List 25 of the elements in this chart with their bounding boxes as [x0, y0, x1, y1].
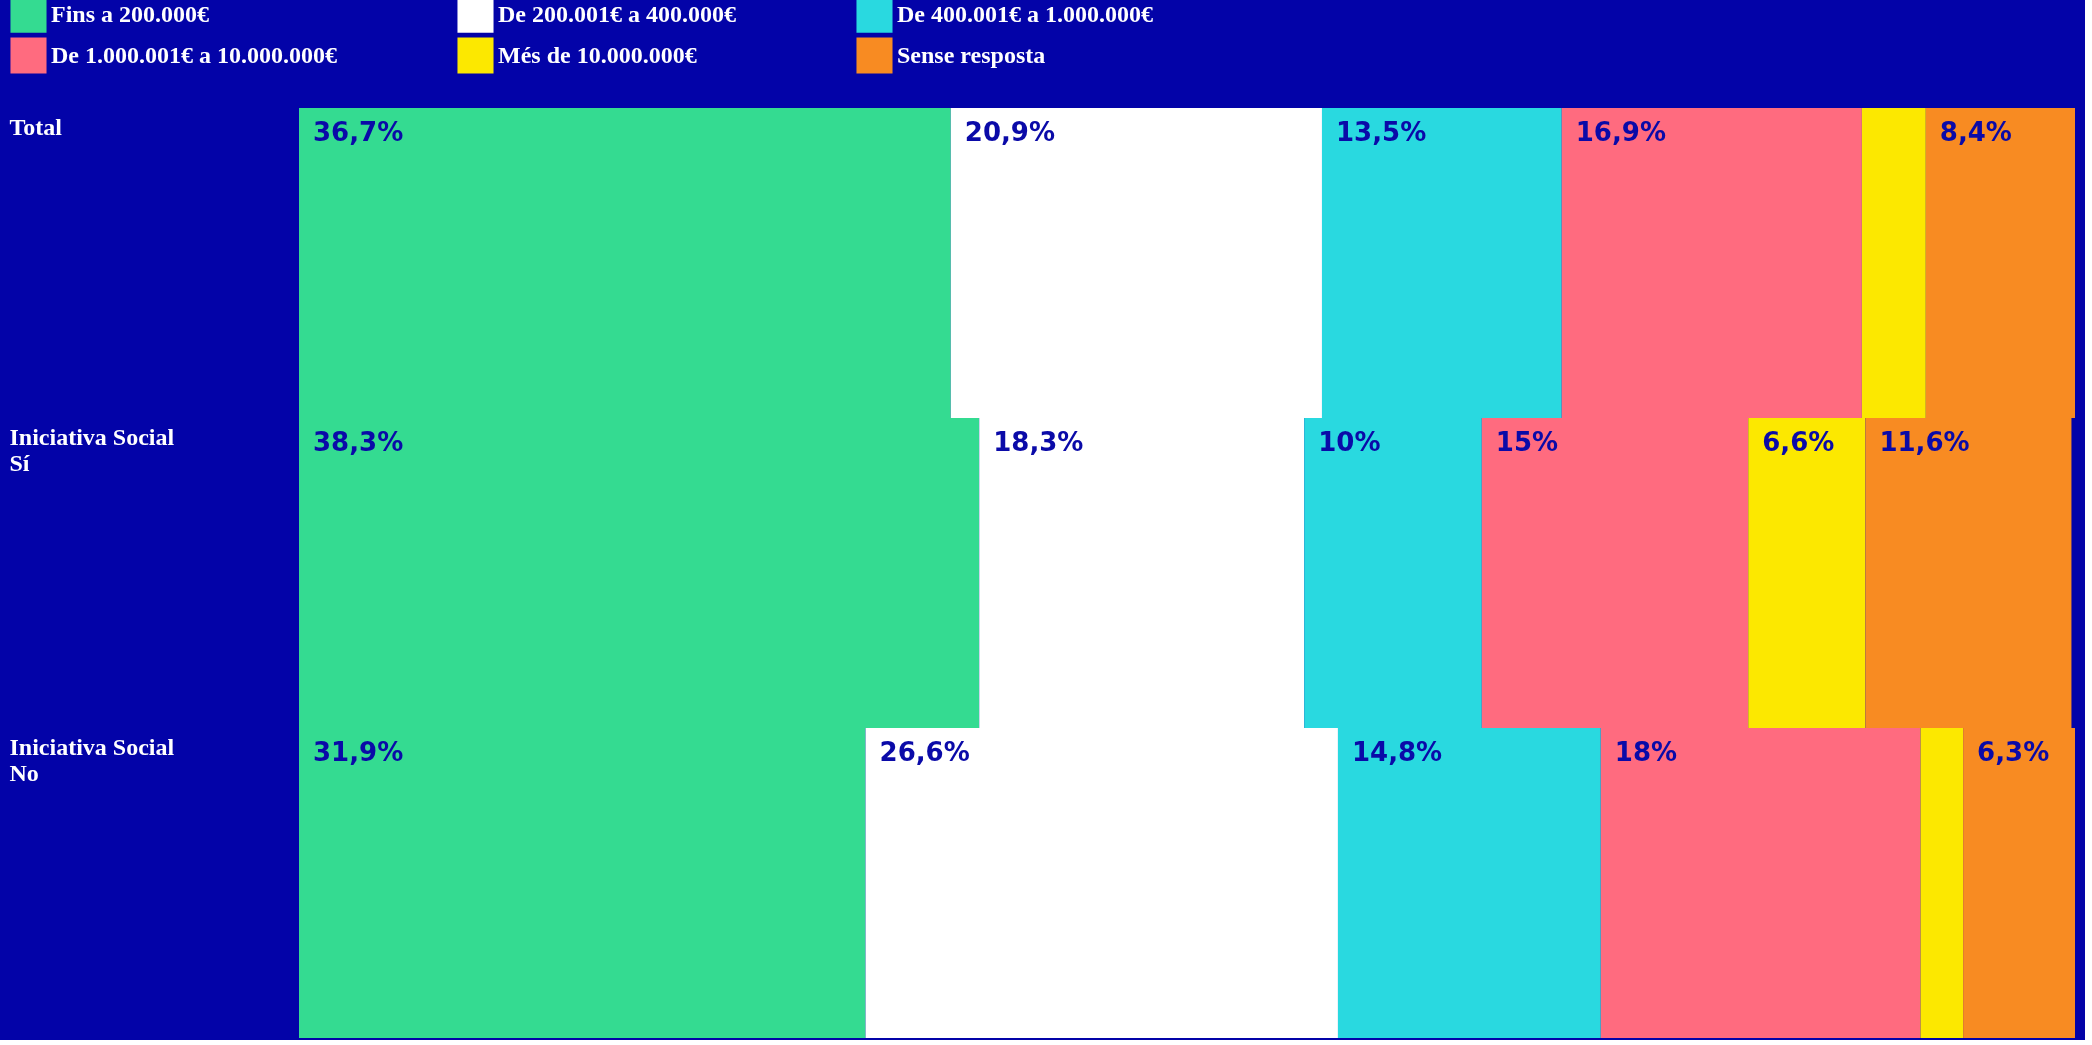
- data-label: 18%: [1614, 737, 1678, 767]
- legend-label: Més de 10.000.000€: [498, 41, 697, 68]
- data-label: 15%: [1495, 427, 1559, 457]
- data-label: 6,3%: [1977, 737, 2050, 767]
- legend-label: Sense resposta: [897, 41, 1046, 68]
- y-tick-label: Total: [9, 114, 63, 140]
- data-label: 18,3%: [993, 427, 1084, 457]
- data-label: 8,4%: [1939, 117, 2012, 147]
- legend-label: De 200.001€ a 400.000€: [498, 0, 736, 27]
- data-label: 38,3%: [313, 427, 404, 457]
- legend-label: De 1.000.001€ a 10.000.000€: [51, 41, 337, 68]
- data-label: 20,9%: [964, 117, 1055, 147]
- data-label: 13,5%: [1335, 117, 1427, 147]
- data-label: 10%: [1318, 427, 1381, 457]
- data-label: 11,6%: [1879, 427, 1970, 457]
- data-label: 26,6%: [879, 737, 970, 767]
- data-label: 16,9%: [1575, 117, 1666, 147]
- legend-label: Fins a 200.000€: [51, 0, 210, 27]
- data-label: 36,7%: [313, 117, 404, 147]
- y-tick-label: Iniciativa Social Sí: [9, 424, 175, 476]
- data-label: 14,8%: [1351, 737, 1443, 767]
- data-label: 31,9%: [313, 737, 404, 767]
- y-tick-label: Iniciativa Social No: [9, 734, 175, 786]
- legend-label: De 400.001€ a 1.000.000€: [897, 0, 1153, 27]
- data-label: 6,6%: [1762, 427, 1835, 457]
